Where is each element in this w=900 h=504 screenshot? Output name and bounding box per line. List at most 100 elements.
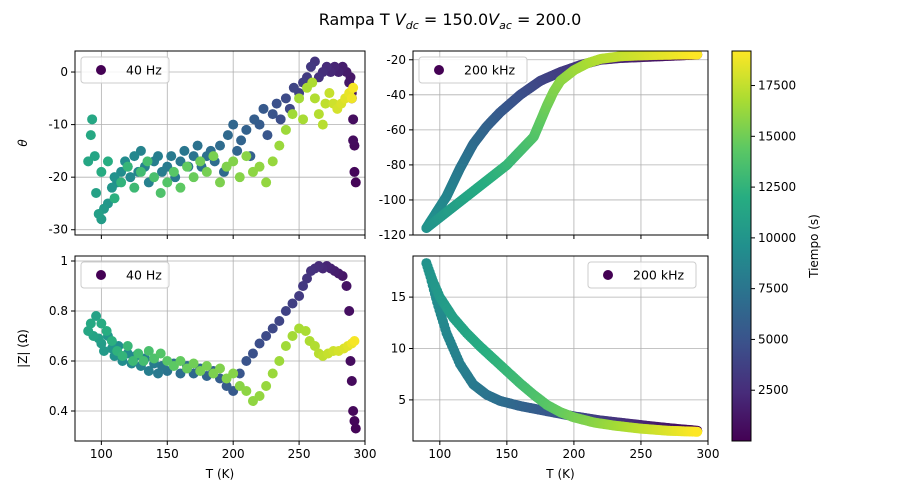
scatter-points xyxy=(421,51,703,233)
data-point xyxy=(93,208,104,219)
data-point xyxy=(188,358,199,369)
scatter-points xyxy=(83,56,361,225)
data-point xyxy=(300,326,311,336)
data-point xyxy=(91,187,102,198)
data-point xyxy=(692,426,703,437)
data-point xyxy=(179,145,190,156)
data-point xyxy=(280,93,291,104)
data-point xyxy=(192,140,203,151)
y-tick-label: 0.4 xyxy=(49,404,68,418)
y-tick-label: -20 xyxy=(48,170,68,184)
data-point xyxy=(271,98,282,109)
data-point xyxy=(162,177,173,188)
data-point xyxy=(258,103,269,114)
data-point xyxy=(215,363,225,374)
y-tick-label: 0.8 xyxy=(49,304,68,318)
data-point xyxy=(128,356,138,366)
data-point xyxy=(87,114,98,125)
data-point xyxy=(262,130,273,141)
data-point xyxy=(267,368,278,379)
axes-frame xyxy=(74,255,366,442)
data-point xyxy=(129,182,140,193)
data-point xyxy=(294,93,305,104)
data-point xyxy=(280,306,291,316)
legend: 40 Hz xyxy=(80,261,170,289)
data-point xyxy=(96,318,107,329)
y-tick-label: 10 xyxy=(391,342,406,356)
x-tick-label: 300 xyxy=(697,447,720,461)
x-tick-label: 250 xyxy=(630,447,653,461)
data-point xyxy=(287,331,298,341)
y-tick-label: -80 xyxy=(386,158,406,172)
data-point xyxy=(142,156,153,167)
x-axis-label: T (K) xyxy=(545,467,574,481)
data-point xyxy=(83,326,94,336)
data-point xyxy=(309,341,320,351)
data-point xyxy=(288,82,299,93)
data-point xyxy=(195,156,206,167)
legend-label: 200 kHz xyxy=(464,63,515,78)
data-point xyxy=(346,93,357,104)
data-point xyxy=(348,135,359,146)
data-point xyxy=(201,361,212,371)
data-point xyxy=(344,306,355,316)
data-point xyxy=(232,145,243,156)
colorbar-tick-label: 2500 xyxy=(758,383,789,397)
data-point xyxy=(348,114,359,125)
x-tick-label: 200 xyxy=(222,447,245,461)
colorbar-tick-label: 12500 xyxy=(758,180,796,194)
x-tick-label: 200 xyxy=(562,447,585,461)
colorbar-tick-label: 15000 xyxy=(758,129,796,143)
data-point xyxy=(166,151,177,162)
data-point xyxy=(175,182,186,193)
x-tick-label: 100 xyxy=(90,447,113,461)
axes-frame xyxy=(412,50,709,236)
data-point xyxy=(305,61,316,72)
data-point xyxy=(215,177,225,188)
chart-panel-top-left: -30 -20 -10 0 θ 40 Hz xyxy=(16,50,366,239)
y-tick-label: -30 xyxy=(48,223,68,237)
data-point xyxy=(175,356,186,366)
scatter-points xyxy=(421,258,703,437)
colorbar-label: Tiempo (s) xyxy=(807,214,821,279)
data-point xyxy=(117,351,128,361)
legend-label: 40 Hz xyxy=(126,63,162,78)
data-point xyxy=(298,281,309,291)
data-point xyxy=(85,130,96,141)
y-tick-label: -40 xyxy=(386,88,406,102)
y-tick-label: -10 xyxy=(48,118,68,132)
data-point xyxy=(249,114,260,125)
data-point xyxy=(149,172,160,183)
data-point xyxy=(324,88,335,99)
data-point xyxy=(153,368,164,379)
legend-box xyxy=(80,261,170,289)
data-point xyxy=(274,140,285,151)
data-point xyxy=(122,341,133,351)
y-tick-label: 1 xyxy=(60,254,68,268)
colorbar-tick-label: 17500 xyxy=(758,79,796,93)
y-axis-label: |Z| (Ω) xyxy=(16,329,30,368)
data-point xyxy=(349,166,360,177)
data-point xyxy=(261,331,272,341)
x-tick-label: 100 xyxy=(428,447,451,461)
data-point xyxy=(135,166,146,177)
data-point xyxy=(287,298,298,309)
legend-marker xyxy=(603,270,613,280)
data-point xyxy=(349,416,360,426)
data-point xyxy=(201,166,212,177)
data-point xyxy=(101,326,112,336)
y-axis-label: θ xyxy=(16,139,30,147)
data-point xyxy=(234,172,245,183)
data-point xyxy=(106,336,117,346)
colorbar-tick-label: 7500 xyxy=(758,282,789,296)
colorbar-gradient xyxy=(731,50,752,442)
data-point xyxy=(341,281,352,291)
data-point xyxy=(83,156,94,167)
y-tick-label: 15 xyxy=(391,290,406,304)
data-point xyxy=(241,124,252,135)
data-point xyxy=(313,109,324,120)
data-point xyxy=(143,346,154,356)
data-point xyxy=(125,172,136,183)
data-point xyxy=(298,114,309,125)
data-point xyxy=(188,172,199,183)
